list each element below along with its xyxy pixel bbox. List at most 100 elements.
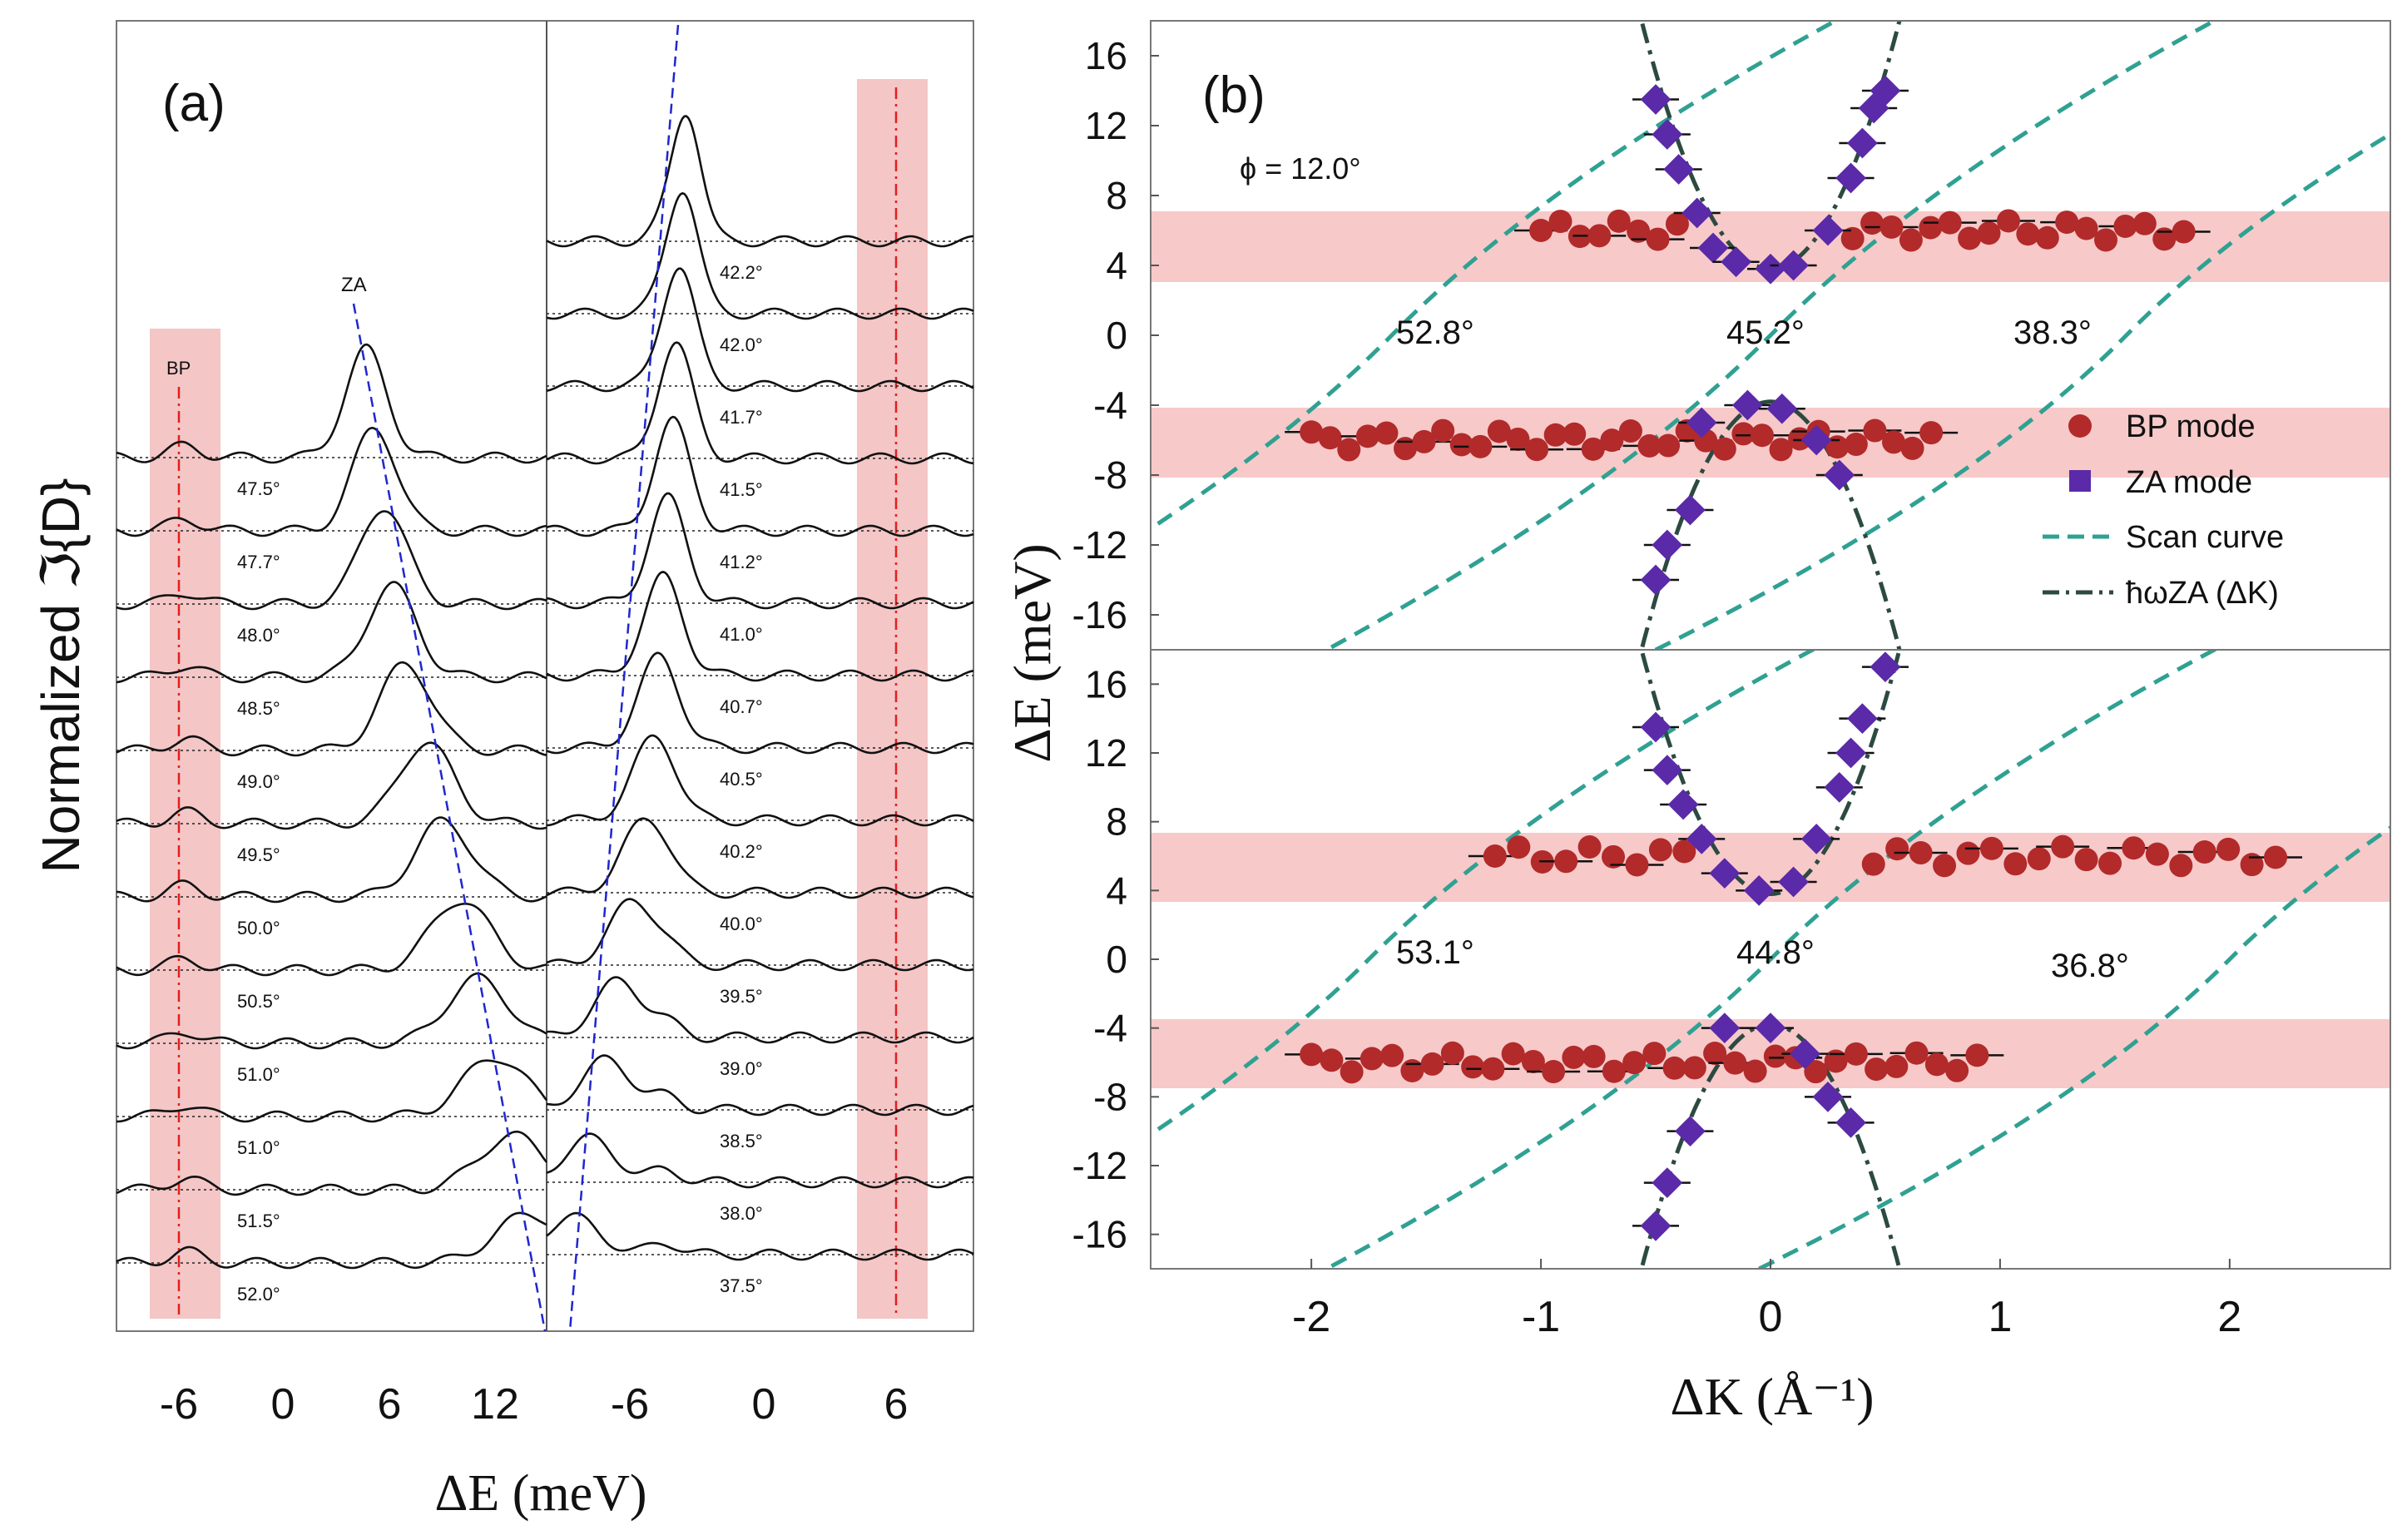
- bp-point: [1587, 224, 1612, 248]
- scan-angle-bot-0: 53.1°: [1396, 934, 1474, 971]
- bp-point: [1844, 433, 1868, 457]
- bp-point: [1646, 227, 1670, 251]
- xtick-label: -1: [1522, 1293, 1560, 1341]
- bp-point: [2172, 220, 2196, 244]
- bp-point: [1622, 1051, 1647, 1075]
- bp-point: [1884, 1054, 1909, 1078]
- trace-angle-label: 50.5°: [237, 991, 280, 1012]
- za-point: [1812, 1081, 1844, 1112]
- bp-point: [1648, 838, 1672, 862]
- bp-point: [1933, 854, 1957, 878]
- bp-point: [1562, 1045, 1586, 1069]
- trace-curve: [546, 115, 974, 248]
- za-point: [1652, 755, 1683, 786]
- bp-point: [1602, 844, 1626, 869]
- bp-point: [2122, 836, 2146, 860]
- bp-point: [1703, 1042, 1727, 1066]
- bp-point: [1965, 1043, 1989, 1067]
- bp-point: [1300, 420, 1324, 444]
- scan-angle-top-2: 38.3°: [2013, 314, 2092, 351]
- bp-point: [2074, 216, 2098, 240]
- trace-curve: [116, 510, 547, 611]
- trace-curve: [116, 426, 547, 537]
- bp-point: [1607, 209, 1631, 233]
- panel-a-ylabel: Normalized ℑ{D}: [31, 478, 91, 873]
- za-point: [1846, 127, 1878, 159]
- bp-point: [1672, 839, 1696, 864]
- trace-curve: [116, 343, 547, 464]
- legend-bp-marker: [2068, 414, 2092, 438]
- legend-disp-label: ħωZA (ΔK): [2126, 576, 2279, 611]
- trace-angle-label: 51.0°: [237, 1064, 280, 1085]
- za-point: [1755, 1013, 1786, 1044]
- bp-point: [1554, 849, 1578, 874]
- bp-point: [2113, 214, 2137, 238]
- za-guide-left: [352, 303, 547, 1332]
- bp-point: [2192, 840, 2216, 864]
- trace-curve: [116, 1211, 547, 1270]
- bp-point: [1300, 1042, 1324, 1067]
- ytick-label: -16: [1072, 1213, 1127, 1256]
- bp-point: [2003, 852, 2028, 876]
- za-point: [1790, 1038, 1820, 1070]
- trace-curve: [116, 661, 547, 757]
- za-point: [1800, 424, 1832, 456]
- trace-curve: [116, 1130, 548, 1196]
- bp-point: [2051, 834, 2075, 859]
- panel-a-label: (a): [162, 75, 225, 132]
- za-guide-right: [568, 24, 680, 1332]
- bp-band-right: [857, 79, 928, 1319]
- bottom-subplot: [1151, 650, 2390, 1269]
- trace-angle-label: 51.0°: [237, 1137, 280, 1158]
- bp-point: [1337, 438, 1361, 462]
- bp-point: [1824, 1049, 1848, 1073]
- bp-point: [1618, 419, 1642, 443]
- trace-angle-label: 41.5°: [720, 479, 763, 500]
- bp-point: [1860, 211, 1884, 235]
- bp-point: [1900, 436, 1924, 460]
- za-point: [1686, 823, 1717, 854]
- trace-angle-label: 49.5°: [237, 844, 280, 865]
- bp-point: [2216, 837, 2241, 861]
- bp-point: [1420, 1052, 1444, 1076]
- legend-scan-label: Scan curve: [2126, 520, 2284, 555]
- za-dispersion: [1639, 399, 1902, 650]
- trace-curve: [546, 1211, 974, 1261]
- bp-point: [1542, 1060, 1566, 1084]
- za-point: [1652, 529, 1683, 561]
- ytick-label: 16: [1085, 662, 1127, 706]
- panel-b-label: (b): [1202, 67, 1265, 124]
- legend: BP mode ZA mode Scan curve ħωZA (ΔK): [2043, 409, 2284, 611]
- xtick-label: -2: [1292, 1293, 1330, 1341]
- bp-point: [1627, 219, 1651, 243]
- bp-point: [1506, 427, 1530, 451]
- bp-point: [2016, 222, 2040, 246]
- bp-point: [2240, 853, 2264, 877]
- trace-curve: [546, 1054, 974, 1117]
- za-point: [1640, 1210, 1671, 1241]
- bp-point: [1374, 421, 1399, 445]
- za-point: [1766, 393, 1798, 424]
- scan-curve: [1151, 21, 1840, 532]
- trace-angle-label: 42.2°: [720, 262, 763, 283]
- xtick-left-3: 12: [471, 1380, 519, 1429]
- ytick-label: -4: [1093, 1007, 1127, 1050]
- za-point: [1778, 866, 1809, 898]
- ytick-label: 12: [1085, 731, 1127, 775]
- phi-label: ϕ = 12.0°: [1240, 151, 1361, 186]
- bp-point: [1529, 219, 1553, 242]
- bp-point: [1548, 210, 1572, 234]
- bp-point: [1885, 837, 1909, 861]
- bp-point: [1861, 852, 1885, 876]
- bp-label: BP: [166, 358, 191, 379]
- bp-point: [2055, 210, 2079, 235]
- trace-angle-label: 41.2°: [720, 552, 763, 572]
- trace-angle-label: 39.5°: [720, 986, 763, 1007]
- scan-angle-bot-2: 36.8°: [2051, 948, 2129, 984]
- bp-point: [2035, 225, 2059, 250]
- bp-point: [1750, 423, 1774, 448]
- bp-point: [1412, 429, 1436, 453]
- scan-curve: [1322, 650, 2219, 1269]
- trace-angle-label: 38.5°: [720, 1131, 763, 1151]
- bp-point: [1581, 437, 1605, 461]
